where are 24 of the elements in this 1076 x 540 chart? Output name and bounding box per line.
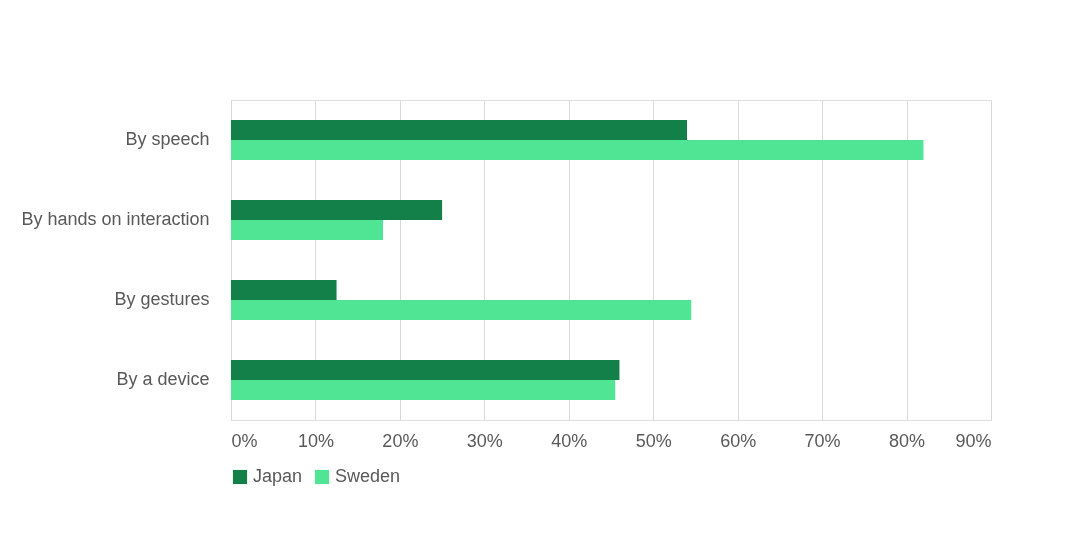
x-tick-label: 40% [551,430,588,451]
y-tick-label: By a device [116,369,210,389]
x-tick-label: 30% [466,430,503,451]
bar [231,380,616,400]
y-tick-label: By hands on interaction [21,209,210,229]
x-tick-label: 0% [231,430,258,451]
y-tick-label: By gestures [114,289,210,309]
x-tick-label: 50% [635,430,672,451]
bar [231,360,620,380]
bar [231,120,687,140]
x-tick-label: 70% [804,430,841,451]
bar [231,300,692,320]
y-tick-label: By speech [125,129,210,149]
x-tick-label: 60% [720,430,757,451]
x-tick-label: 80% [889,430,926,451]
x-tick-label: 90% [955,430,992,451]
legend-label: Sweden [335,466,401,486]
bar [231,140,924,160]
bar [231,220,383,240]
bar [231,280,337,300]
bar [231,200,443,220]
x-tick-label: 10% [297,430,334,451]
legend-label: Japan [253,466,303,486]
x-tick-label: 20% [382,430,419,451]
